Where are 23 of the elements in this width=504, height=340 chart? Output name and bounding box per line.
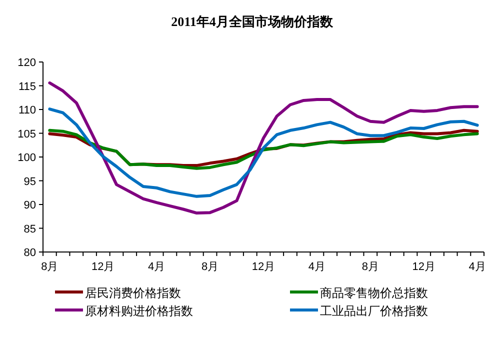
ytick: 120 <box>18 57 36 69</box>
xtick: 8月 <box>41 261 58 273</box>
ytick: 85 <box>24 223 36 236</box>
ytick: 110 <box>18 104 36 116</box>
ytick: 90 <box>24 200 36 212</box>
xtick: 4月 <box>308 261 326 273</box>
legend-label: 原材料购进价格指数 <box>85 304 193 318</box>
ytick: 115 <box>18 80 36 93</box>
xtick: 8月 <box>201 261 219 273</box>
xtick: 4月 <box>148 261 166 273</box>
ytick: 100 <box>18 152 36 164</box>
ytick: 80 <box>24 247 36 259</box>
legend-label: 工业品出厂价格指数 <box>320 304 428 318</box>
xtick: 8月 <box>362 261 379 273</box>
xtick: 4月 <box>468 261 486 273</box>
legend-label: 居民消费价格指数 <box>85 286 181 300</box>
title: 2011年4月全国市场物价指数 <box>171 14 333 29</box>
ytick: 95 <box>24 176 36 188</box>
ytick: 105 <box>18 128 36 140</box>
xtick: 12月 <box>92 261 115 273</box>
legend-label: 商品零售物价总指数 <box>320 286 428 300</box>
xtick: 12月 <box>412 261 436 273</box>
xtick: 12月 <box>252 261 276 273</box>
